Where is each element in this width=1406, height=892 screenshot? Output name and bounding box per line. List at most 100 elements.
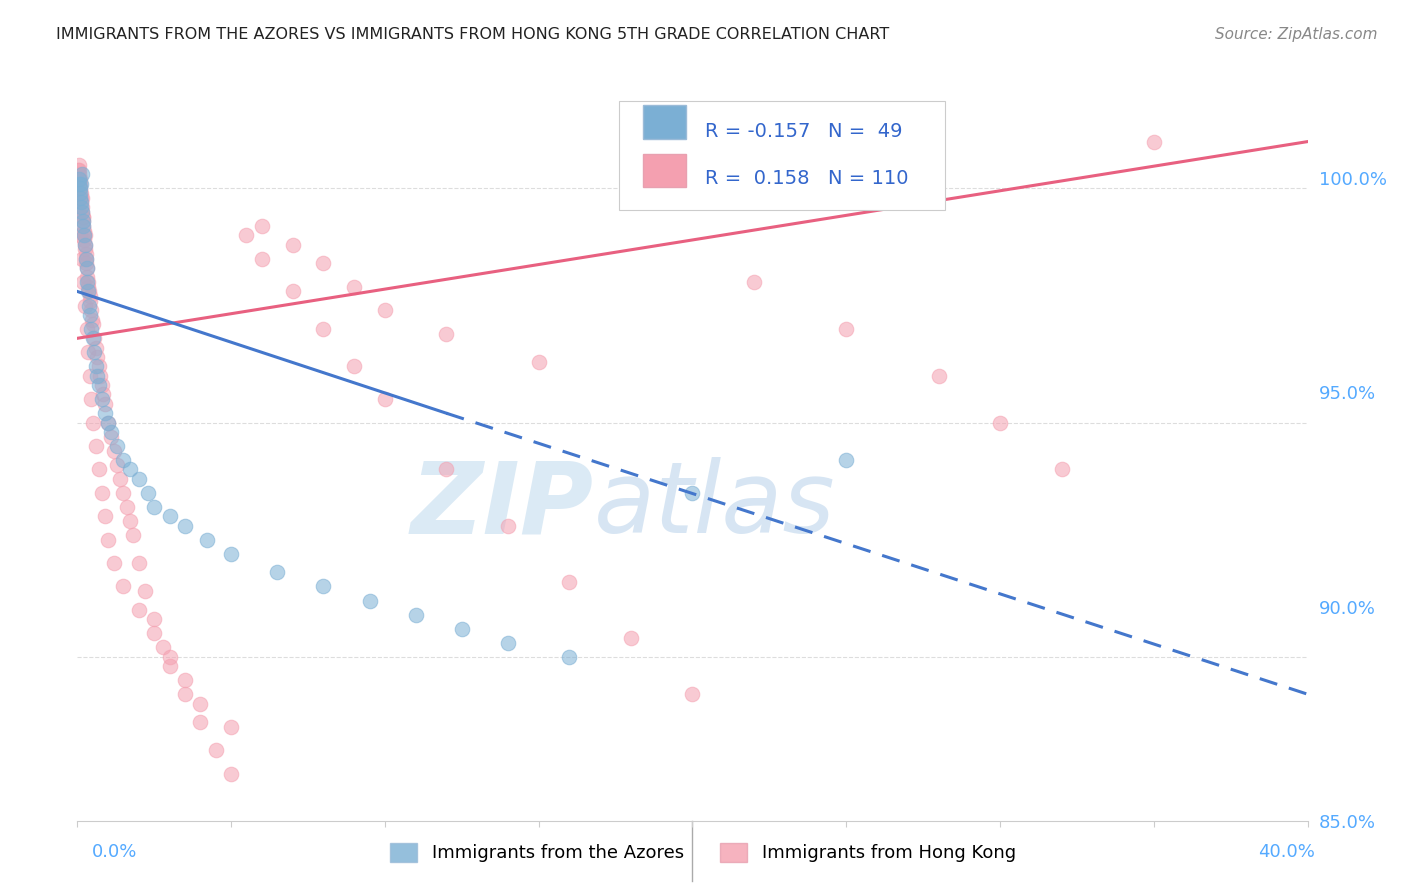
FancyBboxPatch shape [619, 102, 945, 210]
Point [72, 219, 94, 233]
Point [374, 392, 396, 407]
Point [97, 416, 120, 430]
Point [75, 247, 97, 261]
Point [69, 228, 91, 243]
Point [152, 640, 174, 655]
Point [69, 162, 91, 177]
Point [70, 204, 93, 219]
Point [79, 289, 101, 303]
Point [69, 181, 91, 195]
Point [86, 368, 108, 383]
Point [128, 603, 150, 617]
Point [67, 168, 90, 182]
Point [70, 195, 93, 210]
Point [112, 453, 135, 467]
Point [87, 462, 110, 476]
Point [250, 219, 273, 233]
Point [77, 285, 100, 299]
Point [87, 378, 110, 392]
Point [343, 279, 366, 293]
Point [219, 766, 242, 781]
Point [76, 275, 98, 289]
Point [67, 158, 90, 172]
Point [103, 556, 125, 570]
FancyBboxPatch shape [644, 105, 686, 139]
Point [450, 622, 472, 636]
Point [67, 172, 90, 186]
Point [84, 439, 107, 453]
Point [496, 636, 519, 650]
Point [75, 252, 97, 266]
Point [204, 743, 226, 757]
Legend: Immigrants from the Azores, Immigrants from Hong Kong: Immigrants from the Azores, Immigrants f… [382, 836, 1024, 870]
Text: ZIP: ZIP [411, 458, 595, 555]
Point [988, 416, 1011, 430]
Point [94, 509, 117, 524]
Point [143, 612, 166, 626]
Point [174, 687, 197, 701]
Point [84, 359, 107, 374]
Point [136, 486, 159, 500]
Point [134, 584, 156, 599]
Text: N =  49: N = 49 [828, 121, 903, 141]
Point [682, 687, 704, 701]
Point [128, 472, 150, 486]
Point [69, 172, 91, 186]
Point [436, 326, 458, 341]
Point [343, 359, 366, 374]
Point [405, 607, 427, 622]
Point [70, 191, 93, 205]
Point [94, 406, 117, 420]
Point [121, 528, 143, 542]
Point [72, 210, 94, 224]
Point [69, 191, 91, 205]
Point [103, 443, 125, 458]
Point [93, 387, 115, 401]
Point [250, 252, 273, 266]
Point [86, 350, 108, 364]
Point [558, 649, 581, 664]
Point [80, 392, 103, 407]
Point [77, 279, 100, 293]
FancyBboxPatch shape [644, 153, 686, 187]
Point [174, 518, 197, 533]
Text: N = 110: N = 110 [828, 169, 908, 188]
Point [312, 580, 335, 594]
Point [105, 458, 128, 472]
Text: atlas: atlas [595, 458, 835, 555]
Point [83, 345, 105, 359]
Point [87, 359, 110, 374]
Point [374, 303, 396, 318]
Point [73, 228, 96, 243]
Point [80, 303, 103, 318]
Point [112, 580, 135, 594]
Point [1050, 462, 1073, 476]
Point [174, 673, 197, 688]
Point [73, 237, 96, 252]
Point [110, 472, 132, 486]
Point [80, 322, 103, 336]
Point [219, 547, 242, 561]
Point [67, 162, 90, 177]
Point [76, 275, 98, 289]
Point [312, 256, 335, 270]
Point [128, 556, 150, 570]
Point [835, 322, 858, 336]
Point [67, 172, 90, 186]
Point [73, 233, 96, 247]
Point [112, 486, 135, 500]
Point [72, 210, 94, 224]
Point [835, 453, 858, 467]
Point [73, 237, 96, 252]
Text: 0.0%: 0.0% [91, 843, 136, 861]
Point [72, 219, 94, 233]
Point [742, 275, 765, 289]
Point [70, 204, 93, 219]
Point [83, 331, 105, 345]
Point [90, 392, 114, 407]
Point [69, 186, 91, 200]
Point [115, 500, 138, 514]
Point [90, 486, 114, 500]
Point [72, 214, 94, 228]
Point [82, 312, 104, 326]
